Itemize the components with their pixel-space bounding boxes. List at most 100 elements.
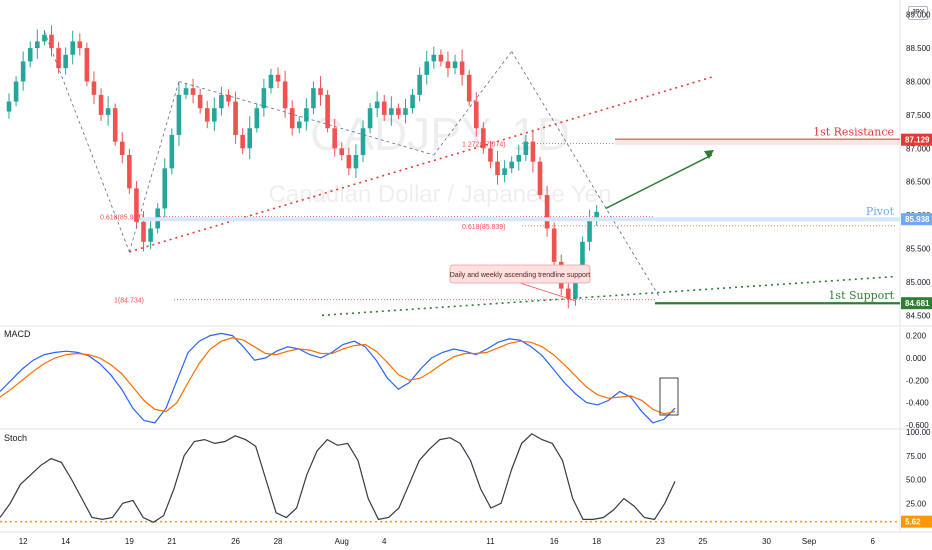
candle-body: [431, 54, 437, 62]
time-tick-label: 16: [550, 537, 559, 546]
resistance-zone: [615, 139, 900, 145]
candle-body: [141, 221, 146, 242]
candle-body: [84, 48, 90, 82]
candle-body: [473, 101, 479, 129]
candle-body: [403, 108, 408, 115]
time-tick-label: 26: [231, 537, 240, 546]
fib-label: 0.618(85.981): [100, 214, 144, 221]
macd-tick-label: -0.200: [906, 376, 929, 385]
candle-body: [417, 74, 422, 95]
price-tick-label: 88.500: [906, 44, 931, 53]
candle-body: [389, 108, 394, 115]
candle-body: [523, 141, 529, 155]
price-tick-label: 86.500: [906, 178, 931, 187]
candle-body: [35, 41, 40, 49]
stoch-reference-tag: [901, 515, 932, 528]
stoch-title: Stoch: [4, 433, 27, 443]
macd-tick-label: -0.400: [906, 399, 929, 408]
candle-body: [466, 74, 472, 102]
time-tick-label: 12: [19, 537, 28, 546]
candle-body: [516, 154, 522, 162]
candle-body: [289, 108, 295, 129]
candle-body: [296, 121, 302, 129]
signal-line: [0, 337, 676, 415]
candle-body: [551, 228, 557, 262]
price-tick-label: 87.500: [906, 111, 931, 120]
candle-body: [509, 161, 514, 169]
time-tick-label: 21: [167, 537, 176, 546]
candle-body: [573, 275, 578, 299]
candle-body: [346, 154, 352, 169]
level-price-tag: [901, 213, 932, 226]
time-tick-label: Sep: [802, 537, 817, 546]
candle-body: [247, 128, 253, 149]
annotation-pointer: [519, 282, 576, 302]
candle-body: [537, 161, 543, 196]
candle-body: [119, 141, 125, 155]
price-tick-label: 88.000: [906, 77, 931, 86]
time-tick-label: 23: [656, 537, 665, 546]
level-label: Pivot: [866, 205, 895, 218]
candle-body: [594, 211, 599, 220]
candle-body: [381, 101, 387, 115]
candle-body: [374, 101, 380, 109]
candle-body: [268, 74, 274, 89]
projection-arrowhead: [704, 150, 714, 159]
candle-body: [580, 241, 585, 276]
candle-body: [240, 134, 245, 149]
candle-body: [91, 81, 97, 95]
candle-body: [304, 108, 309, 122]
candle-body: [332, 128, 337, 149]
candle-body: [438, 54, 444, 62]
candle-body: [162, 168, 168, 209]
candle-body: [20, 61, 26, 82]
stoch-reference-tag-text: 5.62: [905, 518, 921, 527]
candle-body: [77, 41, 83, 49]
time-tick-label: 18: [592, 537, 601, 546]
price-tick-label: 85.500: [906, 245, 931, 254]
candle-body: [325, 94, 330, 129]
stoch-tick-label: 50.00: [906, 476, 927, 485]
candle-body: [459, 61, 465, 75]
candle-body: [233, 101, 238, 135]
fib-label: 1.272(87.074): [462, 141, 506, 148]
level-label: 1st Resistance: [813, 126, 894, 139]
candle-body: [410, 94, 415, 109]
macd-tick-label: 0.000: [906, 354, 927, 363]
macd-tick-label: 0.200: [906, 332, 927, 341]
stoch-line: [0, 433, 676, 523]
time-tick-label: 6: [871, 537, 876, 546]
candle-body: [481, 128, 486, 149]
level-price-tag: [901, 297, 932, 310]
candle-body: [13, 81, 19, 102]
level-price-tag: [901, 133, 932, 146]
currency-badge[interactable]: JPY: [908, 6, 928, 20]
time-tick-label: 19: [125, 537, 134, 546]
candle-body: [127, 154, 132, 189]
time-tick-label: 4: [382, 537, 387, 546]
candle-body: [183, 88, 189, 95]
candle-body: [212, 108, 217, 122]
candle-body: [452, 61, 458, 69]
level-price-tag-text: 84.681: [905, 299, 930, 308]
candle-body: [219, 94, 224, 109]
candle-body: [424, 61, 430, 75]
candle-body: [566, 288, 571, 299]
candle-body: [204, 108, 210, 122]
candle-body: [42, 34, 47, 42]
candle-body: [488, 148, 493, 162]
price-tick-label: 84.500: [906, 311, 931, 320]
macd-title: MACD: [4, 329, 31, 339]
zigzag-leg: [511, 51, 661, 299]
candle-body: [226, 94, 231, 102]
candle-body: [70, 41, 76, 55]
candle-body: [176, 94, 182, 135]
candle-body: [49, 34, 54, 49]
candle-body: [530, 141, 536, 162]
ascending-trendline-green: [321, 275, 896, 317]
candle-body: [396, 108, 401, 115]
candle-body: [190, 88, 196, 95]
candle-body: [311, 88, 316, 109]
candle-body: [502, 168, 507, 176]
